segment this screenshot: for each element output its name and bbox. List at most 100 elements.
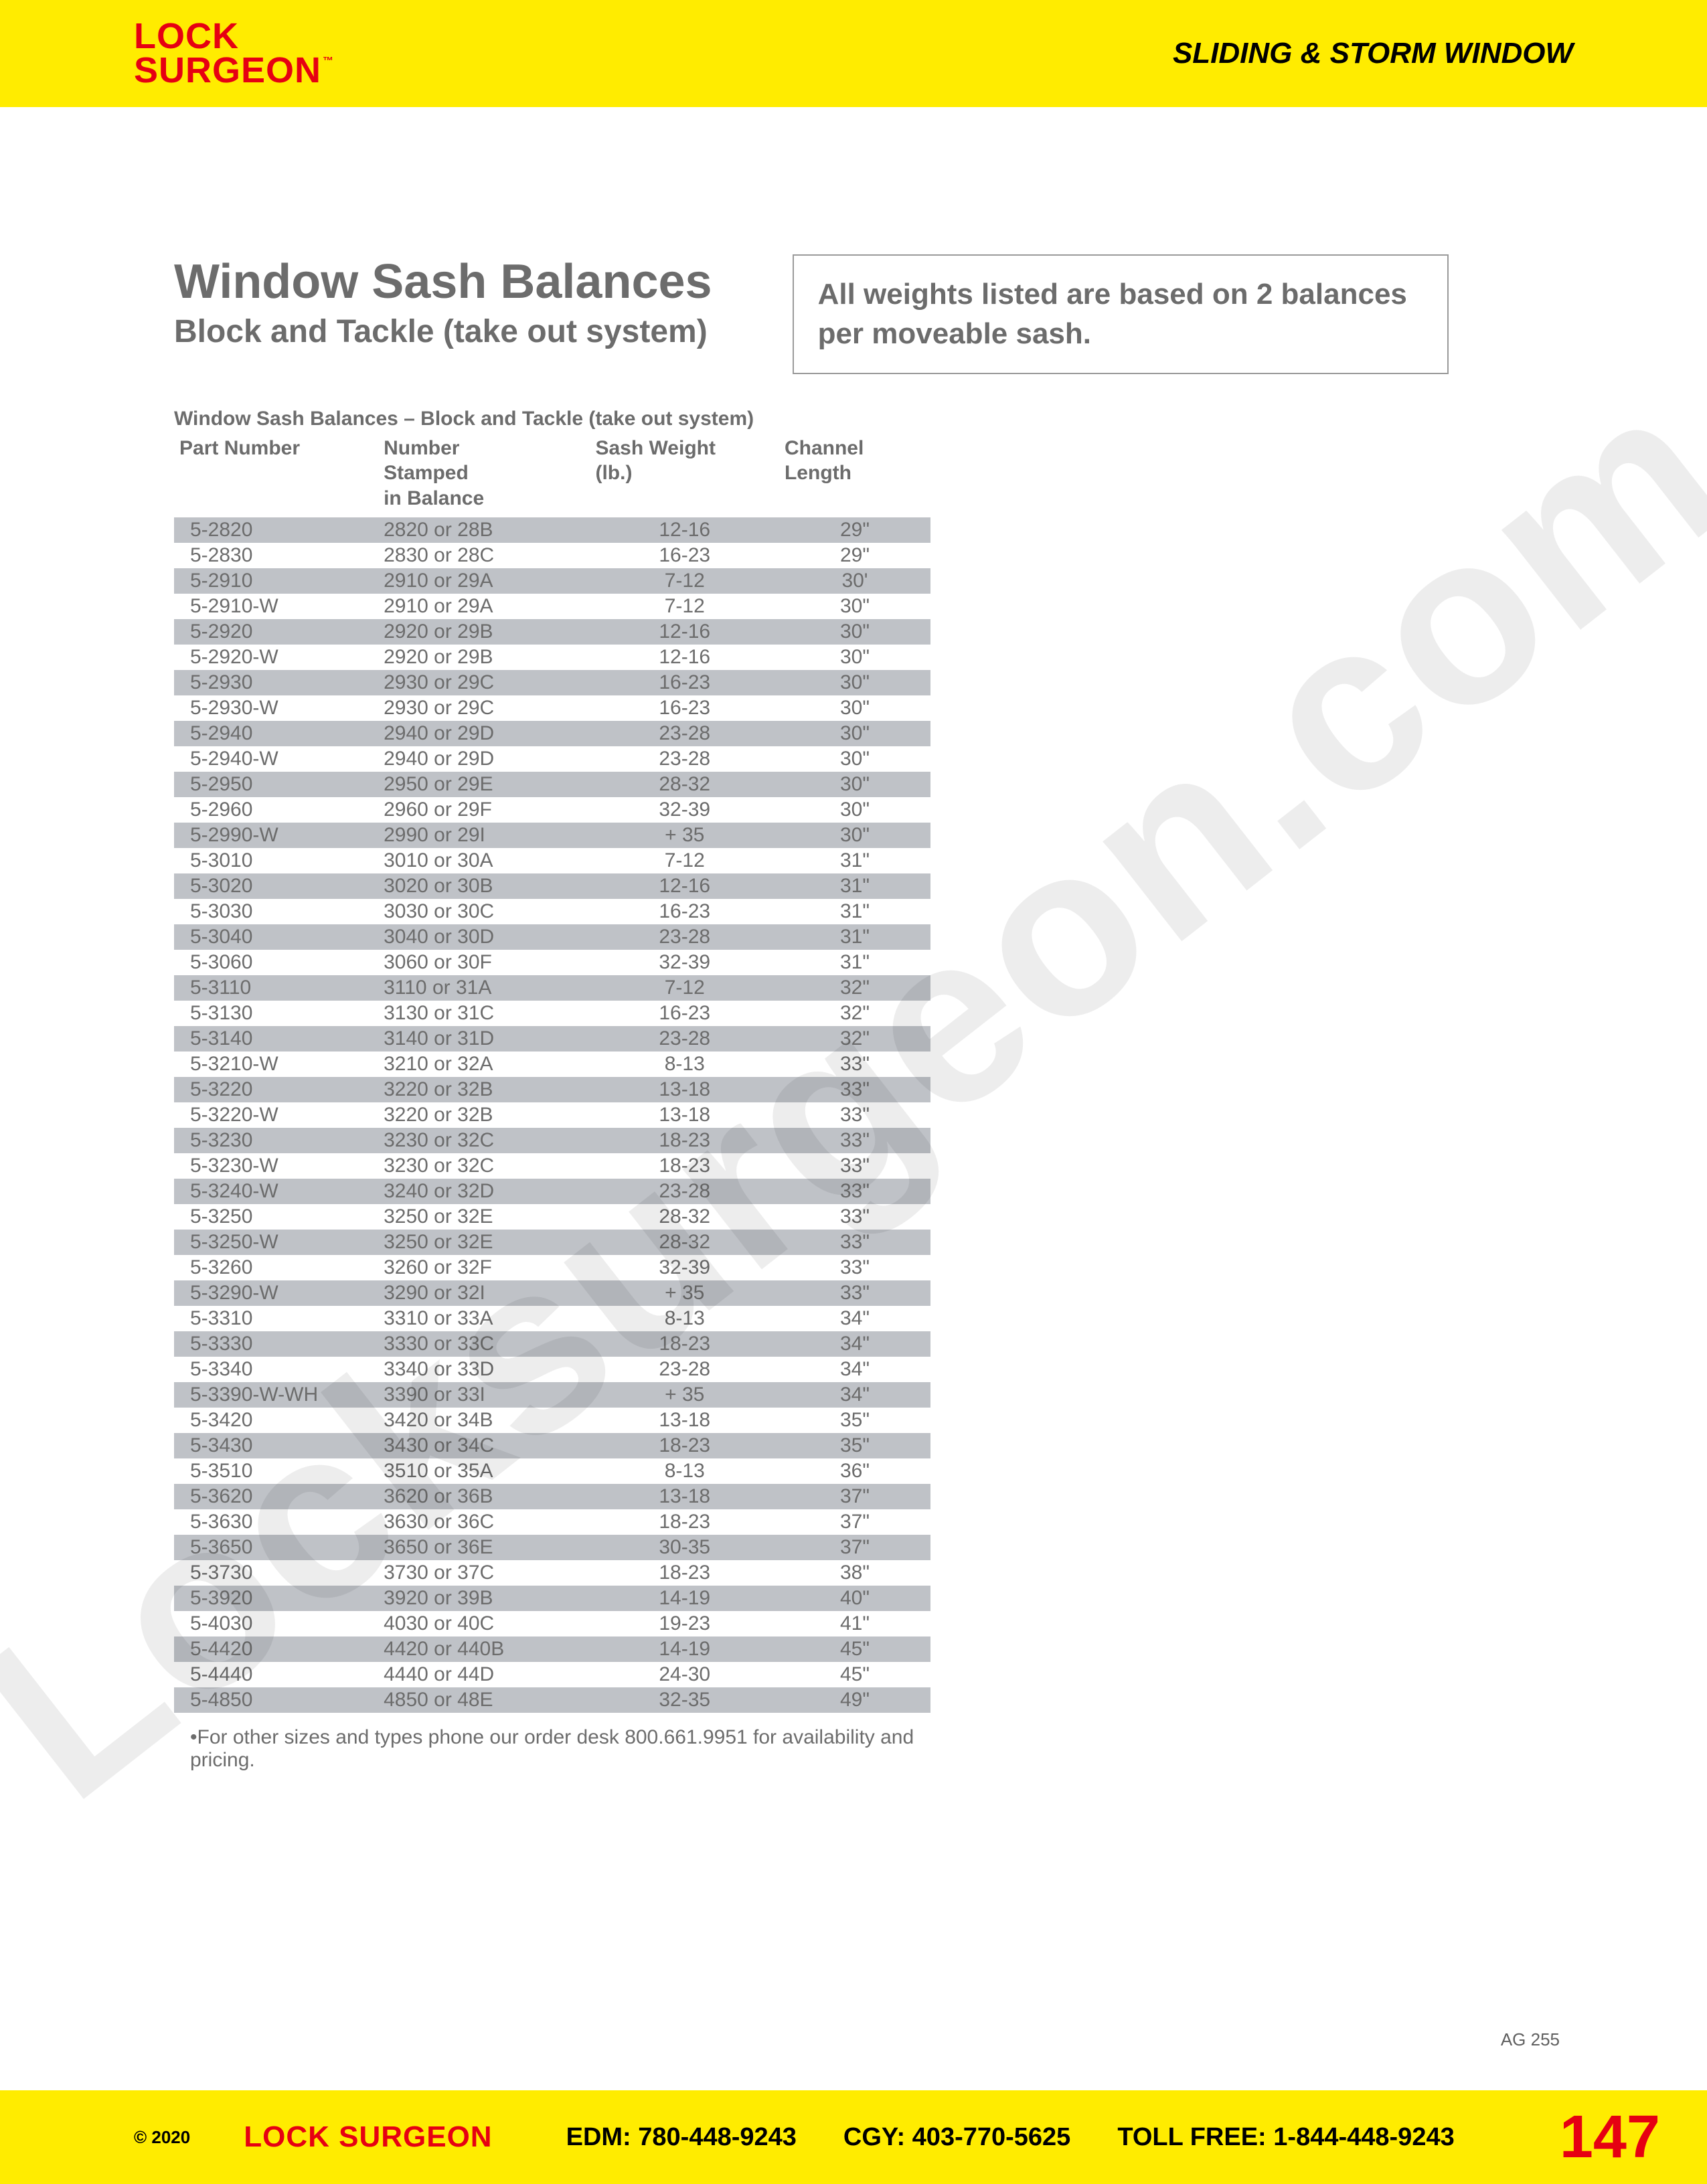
- table-cell: 4850 or 48E: [378, 1687, 590, 1713]
- table-cell: 18-23: [590, 1560, 779, 1586]
- table-cell: 5-3620: [174, 1484, 378, 1509]
- table-cell: 5-2910-W: [174, 594, 378, 619]
- table-row: 5-29602960 or 29F32-3930": [174, 797, 930, 823]
- table-row: 5-3290-W3290 or 32I+ 3533": [174, 1280, 930, 1306]
- table-cell: 32-35: [590, 1687, 779, 1713]
- table-cell: 2820 or 28B: [378, 517, 590, 543]
- table-row: 5-33403340 or 33D23-2834": [174, 1357, 930, 1382]
- table-cell: 5-3230-W: [174, 1153, 378, 1179]
- table-cell: 5-3220: [174, 1077, 378, 1102]
- table-cell: 34": [779, 1357, 930, 1382]
- table-cell: 5-3220-W: [174, 1102, 378, 1128]
- table-cell: 28-32: [590, 1230, 779, 1255]
- table-cell: 33": [779, 1255, 930, 1280]
- table-cell: 2930 or 29C: [378, 695, 590, 721]
- table-cell: 8-13: [590, 1052, 779, 1077]
- table-cell: 3310 or 33A: [378, 1306, 590, 1331]
- table-row: 5-3240-W3240 or 32D23-2833": [174, 1179, 930, 1204]
- table-row: 5-36303630 or 36C18-2337": [174, 1509, 930, 1535]
- table-head: Part NumberNumberStampedin BalanceSash W…: [174, 433, 930, 518]
- table-row: 5-32303230 or 32C18-2333": [174, 1128, 930, 1153]
- table-cell: 28-32: [590, 1204, 779, 1230]
- table-cell: 33": [779, 1179, 930, 1204]
- table-cell: 28-32: [590, 772, 779, 797]
- table-cell: 30-35: [590, 1535, 779, 1560]
- table-cell: 5-3230: [174, 1128, 378, 1153]
- table-cell: 18-23: [590, 1433, 779, 1458]
- table-row: 5-44404440 or 44D24-3045": [174, 1662, 930, 1687]
- table-cell: 23-28: [590, 924, 779, 950]
- table-cell: 31": [779, 924, 930, 950]
- table-cell: 23-28: [590, 721, 779, 746]
- table-row: 5-3210-W3210 or 32A8-1333": [174, 1052, 930, 1077]
- table-row: 5-31103110 or 31A7-1232": [174, 975, 930, 1001]
- table-cell: 3390 or 33I: [378, 1382, 590, 1408]
- table-cell: 8-13: [590, 1306, 779, 1331]
- table-cell: 5-3250-W: [174, 1230, 378, 1255]
- table-cell: 3230 or 32C: [378, 1128, 590, 1153]
- table-cell: 7-12: [590, 568, 779, 594]
- table-cell: 3220 or 32B: [378, 1077, 590, 1102]
- table-cell: 2950 or 29E: [378, 772, 590, 797]
- table-cell: 5-3290-W: [174, 1280, 378, 1306]
- table-cell: 16-23: [590, 899, 779, 924]
- logo-line-1: LOCK: [134, 19, 333, 54]
- title-row: Window Sash Balances Block and Tackle (t…: [174, 254, 1573, 374]
- table-cell: 16-23: [590, 543, 779, 568]
- table-cell: 5-3430: [174, 1433, 378, 1458]
- table-cell: 2920 or 29B: [378, 645, 590, 670]
- table-cell: 30": [779, 695, 930, 721]
- table-cell: 30": [779, 594, 930, 619]
- table-cell: 30': [779, 568, 930, 594]
- table-cell: 14-19: [590, 1636, 779, 1662]
- table-cell: 3250 or 32E: [378, 1204, 590, 1230]
- table-cell: 5-3330: [174, 1331, 378, 1357]
- table-cell: 2990 or 29I: [378, 823, 590, 848]
- table-cell: 18-23: [590, 1128, 779, 1153]
- table-body: 5-28202820 or 28B12-1629"5-28302830 or 2…: [174, 517, 930, 1713]
- table-cell: 33": [779, 1280, 930, 1306]
- footer-brand: LOCK SURGEON: [244, 2120, 492, 2154]
- page-title: Window Sash Balances: [174, 254, 712, 309]
- table-cell: 5-3420: [174, 1408, 378, 1433]
- table-cell: 33": [779, 1128, 930, 1153]
- edm-phone: EDM: 780-448-9243: [566, 2123, 797, 2152]
- table-row: 5-31403140 or 31D23-2832": [174, 1026, 930, 1052]
- table-cell: 5-3510: [174, 1458, 378, 1484]
- table-row: 5-29502950 or 29E28-3230": [174, 772, 930, 797]
- table-cell: 18-23: [590, 1331, 779, 1357]
- table-cell: 23-28: [590, 746, 779, 772]
- table-cell: 3250 or 32E: [378, 1230, 590, 1255]
- page-subtitle: Block and Tackle (take out system): [174, 313, 712, 350]
- table-cell: 2940 or 29D: [378, 746, 590, 772]
- table-row: 5-2910-W2910 or 29A7-1230": [174, 594, 930, 619]
- table-cell: 3730 or 37C: [378, 1560, 590, 1586]
- table-row: 5-30203020 or 30B12-1631": [174, 873, 930, 899]
- table-row: 5-29202920 or 29B12-1630": [174, 619, 930, 645]
- table-cell: 5-2820: [174, 517, 378, 543]
- table-cell: 5-3110: [174, 975, 378, 1001]
- table-cell: 24-30: [590, 1662, 779, 1687]
- table-cell: 14-19: [590, 1586, 779, 1611]
- table-cell: 2920 or 29B: [378, 619, 590, 645]
- table-cell: 3430 or 34C: [378, 1433, 590, 1458]
- table-cell: 3210 or 32A: [378, 1052, 590, 1077]
- table-cell: 3140 or 31D: [378, 1026, 590, 1052]
- table-cell: 40": [779, 1586, 930, 1611]
- table-section: Window Sash Balances – Block and Tackle …: [174, 408, 930, 1772]
- table-cell: 13-18: [590, 1484, 779, 1509]
- table-cell: 36": [779, 1458, 930, 1484]
- table-cell: 35": [779, 1433, 930, 1458]
- table-cell: 23-28: [590, 1357, 779, 1382]
- table-row: 5-2990-W2990 or 29I+ 3530": [174, 823, 930, 848]
- parts-table: Part NumberNumberStampedin BalanceSash W…: [174, 433, 930, 1713]
- table-cell: 5-3210-W: [174, 1052, 378, 1077]
- table-row: 5-44204420 or 440B14-1945": [174, 1636, 930, 1662]
- table-cell: 13-18: [590, 1077, 779, 1102]
- page-number: 147: [1560, 2103, 1660, 2172]
- table-cell: 5-2830: [174, 543, 378, 568]
- table-cell: 4440 or 44D: [378, 1662, 590, 1687]
- table-cell: 2910 or 29A: [378, 568, 590, 594]
- table-row: 5-33303330 or 33C18-2334": [174, 1331, 930, 1357]
- table-row: 5-29302930 or 29C16-2330": [174, 670, 930, 695]
